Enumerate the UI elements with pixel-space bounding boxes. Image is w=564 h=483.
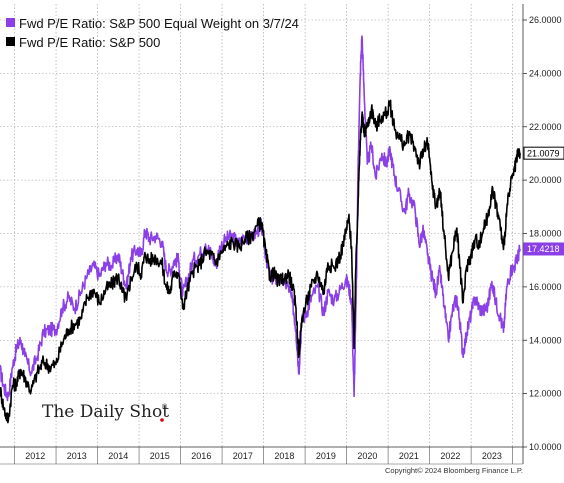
legend: Fwd P/E Ratio: S&P 500 Equal Weight on 3… <box>6 16 299 50</box>
y-tick-label: 18.0000 <box>529 229 562 239</box>
watermark-text: The Daily Shot <box>42 402 169 422</box>
watermark: The Daily Shot ® <box>42 402 169 422</box>
last-value-label-1: 21.0079 <box>527 148 560 158</box>
legend-swatch-0 <box>6 18 15 27</box>
x-tick-label: 2015 <box>150 451 170 461</box>
x-tick-label: 2021 <box>399 451 419 461</box>
series-line-1 <box>0 99 521 424</box>
gridlines <box>0 4 523 448</box>
legend-label-1: Fwd P/E Ratio: S&P 500 <box>19 35 160 50</box>
y-tick-label: 14.0000 <box>529 335 562 345</box>
x-tick-label: 2022 <box>440 451 460 461</box>
x-tick-label: 2013 <box>67 451 87 461</box>
last-value-box-1 <box>523 146 564 160</box>
y-tick-label: 10.0000 <box>529 442 562 452</box>
series-lines <box>0 35 521 424</box>
last-value-label-0: 17.4218 <box>527 244 560 254</box>
last-value-box-0 <box>523 242 564 256</box>
x-tick-label: 2018 <box>274 451 294 461</box>
x-tick-label: 2019 <box>316 451 336 461</box>
axes: 10.0000 12.0000 14.0000 16.0000 18.0000 20.00… <box>0 4 564 465</box>
y-tick-label: 20.0000 <box>529 175 562 185</box>
legend-swatch-1 <box>6 37 15 46</box>
watermark-dot <box>160 418 164 422</box>
y-tick-label: 12.0000 <box>529 389 562 399</box>
y-tick-label: 26.0000 <box>529 15 562 25</box>
y-tick-label: 22.0000 <box>529 122 562 132</box>
x-tick-label: 2017 <box>233 451 253 461</box>
x-tick-label: 2014 <box>108 451 128 461</box>
y-tick-label: 24.0000 <box>529 68 562 78</box>
legend-label-0: Fwd P/E Ratio: S&P 500 Equal Weight on 3… <box>19 16 299 31</box>
watermark-registered-mark: ® <box>162 403 168 411</box>
x-tick-label: 2020 <box>357 451 377 461</box>
y-tick-label: 16.0000 <box>529 282 562 292</box>
series-line-0 <box>0 35 521 402</box>
x-tick-label: 2016 <box>191 451 211 461</box>
copyright-text: Copyright© 2024 Bloomberg Finance L.P. <box>385 466 523 475</box>
x-tick-label: 2023 <box>482 451 502 461</box>
x-tick-label: 2012 <box>25 451 45 461</box>
